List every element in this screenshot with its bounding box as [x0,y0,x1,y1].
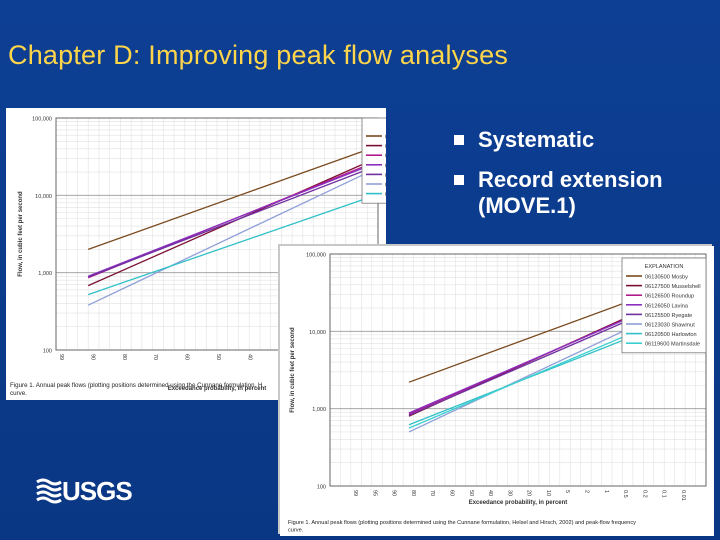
legend-entry: 06126050 Lavina [645,303,689,309]
bullet-text: Record extension [478,167,663,192]
legend-entry: 06130500 Mosby [645,275,688,281]
square-bullet-icon [454,175,464,185]
bullet-list: Systematic Record extension (MOVE.1) [452,120,663,220]
y-tick-label: 100 [43,349,52,355]
legend-entry: 06126500 Roundup [645,294,694,300]
x-axis-label: Exceedance probability, in percent [168,386,267,392]
series-line-1 [87,162,366,287]
x-tick-label: 0.01 [680,490,686,501]
y-tick-label: 100,000 [32,117,52,123]
x-tick-label: 1 [603,490,609,493]
series-line-6 [87,198,366,296]
legend-entry: 06123030 Shawmut [645,323,695,329]
usgs-wave-logo-icon [36,478,62,504]
x-tick-label: 80 [121,354,127,360]
x-tick-label: 70 [429,490,435,496]
usgs-logo-text: USGS [62,476,133,506]
y-tick-label: 10,000 [309,330,326,336]
figure-caption-line2: curve. [288,528,304,534]
x-tick-label: 30 [506,490,512,496]
figure-caption: Figure 1. Annual peak flows (plotting po… [10,382,262,389]
y-tick-label: 100 [317,485,326,491]
series-line-0 [87,149,366,250]
x-tick-label: 90 [89,354,95,360]
y-tick-label: 1,000 [38,271,52,277]
legend-entry: 06120500 Harlowton [645,332,697,338]
y-axis-label: Flow, in cubic feet per second [290,327,296,413]
x-tick-label: 99 [352,490,358,496]
legend-box [361,117,386,204]
legend-entry: 06122500 Harlowton [385,192,386,198]
x-tick-label: 5 [564,490,570,493]
legend-title: EXPLANATION [645,264,684,270]
x-tick-label: 70 [152,354,158,360]
bullet-continuation: (MOVE.1) [478,193,576,218]
x-tick-label: 80 [410,490,416,496]
series-line-3 [87,166,366,277]
x-tick-label: 50 [468,490,474,496]
series-line-4 [87,169,366,278]
y-tick-label: 10,000 [35,194,52,200]
x-tick-label: 0.1 [661,490,667,498]
legend-entry: 06127500 Musselshell [385,144,386,150]
x-axis-label: Exceedance probability, in percent [469,500,568,506]
x-tick-label: 0.5 [622,490,628,498]
figure-caption-line2: curve. [10,390,27,397]
x-tick-label: 2 [584,490,590,493]
legend-entry: 06127500 Musselshell [645,284,701,290]
bullet-item: Record extension [452,160,663,200]
legend-entry: 06125500 Ryegate [645,313,692,319]
legend-entry: 06126050 Lavina [385,163,386,169]
legend-entry: 06130500 Mosby [385,135,386,141]
x-tick-label: 60 [184,354,190,360]
bullet-item: Systematic [452,120,663,160]
x-tick-label: 10 [545,490,551,496]
x-tick-label: 95 [371,490,377,496]
x-tick-label: 90 [391,490,397,496]
figure-extended: 100,000 10,000 1,000 100 99 95 90 80 70 60 50 40 30 2… [280,246,714,536]
y-axis-label: Flow, in cubic feet per second [18,191,24,277]
x-tick-label: 50 [215,354,221,360]
plot-frame [55,117,379,351]
y-tick-label: 100,000 [306,253,326,259]
plot-frame [329,253,707,487]
x-tick-label: 40 [246,354,252,360]
legend-entry: 06119600 Martinsdale [645,342,700,348]
legend-entry: 06123030 Shawmut [385,183,386,189]
series-line-5 [87,173,366,306]
legend-entry: 06123500 Ryegate [385,173,386,179]
x-tick-label: 20 [526,490,532,496]
slide-title: Chapter D: Improving peak flow analyses [8,40,509,70]
x-tick-label: 60 [448,490,454,496]
figure-caption: Figure 1. Annual peak flows (plotting po… [288,520,636,526]
x-tick-label: 99 [58,354,64,360]
x-tick-label: 40 [487,490,493,496]
bullet-text: Systematic [478,127,595,152]
chart-extended: 100,000 10,000 1,000 100 99 95 90 80 70 60 50 40 30 2… [288,253,707,534]
legend-entry: 06126500 Roundup [385,154,386,160]
y-tick-label: 1,000 [312,407,326,413]
square-bullet-icon [454,135,464,145]
x-tick-label: 0.2 [641,490,647,498]
usgs-logo: USGS [36,476,133,510]
